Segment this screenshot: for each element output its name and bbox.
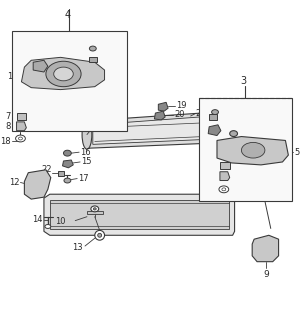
Text: 7: 7 bbox=[209, 160, 214, 169]
Ellipse shape bbox=[240, 112, 254, 138]
Text: 9: 9 bbox=[263, 269, 269, 278]
Bar bbox=[58, 171, 64, 176]
Ellipse shape bbox=[45, 225, 51, 228]
Text: 19: 19 bbox=[176, 101, 186, 110]
Text: 17: 17 bbox=[78, 174, 89, 183]
Ellipse shape bbox=[46, 61, 81, 87]
Bar bbox=[209, 114, 217, 120]
Polygon shape bbox=[33, 60, 48, 72]
Polygon shape bbox=[158, 102, 168, 111]
Polygon shape bbox=[50, 200, 229, 229]
Polygon shape bbox=[154, 111, 165, 120]
Text: 12: 12 bbox=[9, 178, 19, 187]
Bar bbox=[16, 113, 26, 120]
Polygon shape bbox=[22, 57, 105, 90]
Polygon shape bbox=[44, 194, 235, 235]
Text: 15: 15 bbox=[81, 157, 92, 166]
Ellipse shape bbox=[219, 186, 229, 193]
Text: 20: 20 bbox=[174, 109, 185, 118]
Ellipse shape bbox=[91, 206, 99, 212]
Text: 18: 18 bbox=[102, 45, 112, 54]
Bar bbox=[220, 162, 230, 169]
Ellipse shape bbox=[212, 110, 219, 115]
Ellipse shape bbox=[222, 188, 226, 191]
Polygon shape bbox=[16, 122, 26, 131]
Text: 2: 2 bbox=[195, 108, 201, 117]
Text: 1: 1 bbox=[225, 113, 230, 122]
Polygon shape bbox=[217, 137, 288, 165]
Ellipse shape bbox=[54, 67, 73, 81]
Text: 18: 18 bbox=[0, 137, 11, 146]
Polygon shape bbox=[252, 235, 278, 262]
Ellipse shape bbox=[16, 135, 25, 142]
Ellipse shape bbox=[89, 46, 96, 51]
Text: 8: 8 bbox=[209, 172, 214, 181]
Text: 10: 10 bbox=[55, 217, 65, 226]
Ellipse shape bbox=[19, 137, 22, 140]
Text: 4: 4 bbox=[64, 11, 71, 20]
Text: 6: 6 bbox=[12, 59, 17, 68]
Text: 8: 8 bbox=[5, 122, 11, 131]
Text: 5: 5 bbox=[294, 148, 299, 157]
Polygon shape bbox=[63, 160, 73, 168]
Text: 7: 7 bbox=[5, 111, 11, 121]
Text: 11: 11 bbox=[7, 72, 18, 81]
Ellipse shape bbox=[98, 233, 102, 237]
Ellipse shape bbox=[93, 208, 96, 210]
Text: 3: 3 bbox=[240, 76, 247, 86]
Ellipse shape bbox=[241, 142, 265, 158]
Text: 13: 13 bbox=[72, 244, 83, 252]
Ellipse shape bbox=[82, 120, 92, 149]
Text: 1: 1 bbox=[105, 53, 111, 62]
Ellipse shape bbox=[64, 178, 71, 183]
Ellipse shape bbox=[64, 150, 71, 156]
Polygon shape bbox=[208, 125, 221, 136]
Ellipse shape bbox=[230, 131, 237, 137]
Ellipse shape bbox=[95, 230, 105, 240]
Text: 16: 16 bbox=[80, 148, 91, 157]
Polygon shape bbox=[87, 111, 247, 148]
Bar bbox=[12, 31, 127, 131]
Bar bbox=[199, 99, 292, 201]
Bar bbox=[87, 211, 102, 214]
Text: 14: 14 bbox=[33, 215, 43, 224]
Polygon shape bbox=[220, 172, 230, 180]
Polygon shape bbox=[93, 115, 241, 144]
Polygon shape bbox=[24, 170, 51, 199]
Text: 21: 21 bbox=[230, 137, 240, 146]
Bar bbox=[89, 57, 97, 62]
Text: 6: 6 bbox=[226, 126, 231, 135]
Text: 18: 18 bbox=[203, 185, 214, 194]
Text: 18: 18 bbox=[227, 103, 237, 112]
Text: 22: 22 bbox=[41, 165, 52, 174]
